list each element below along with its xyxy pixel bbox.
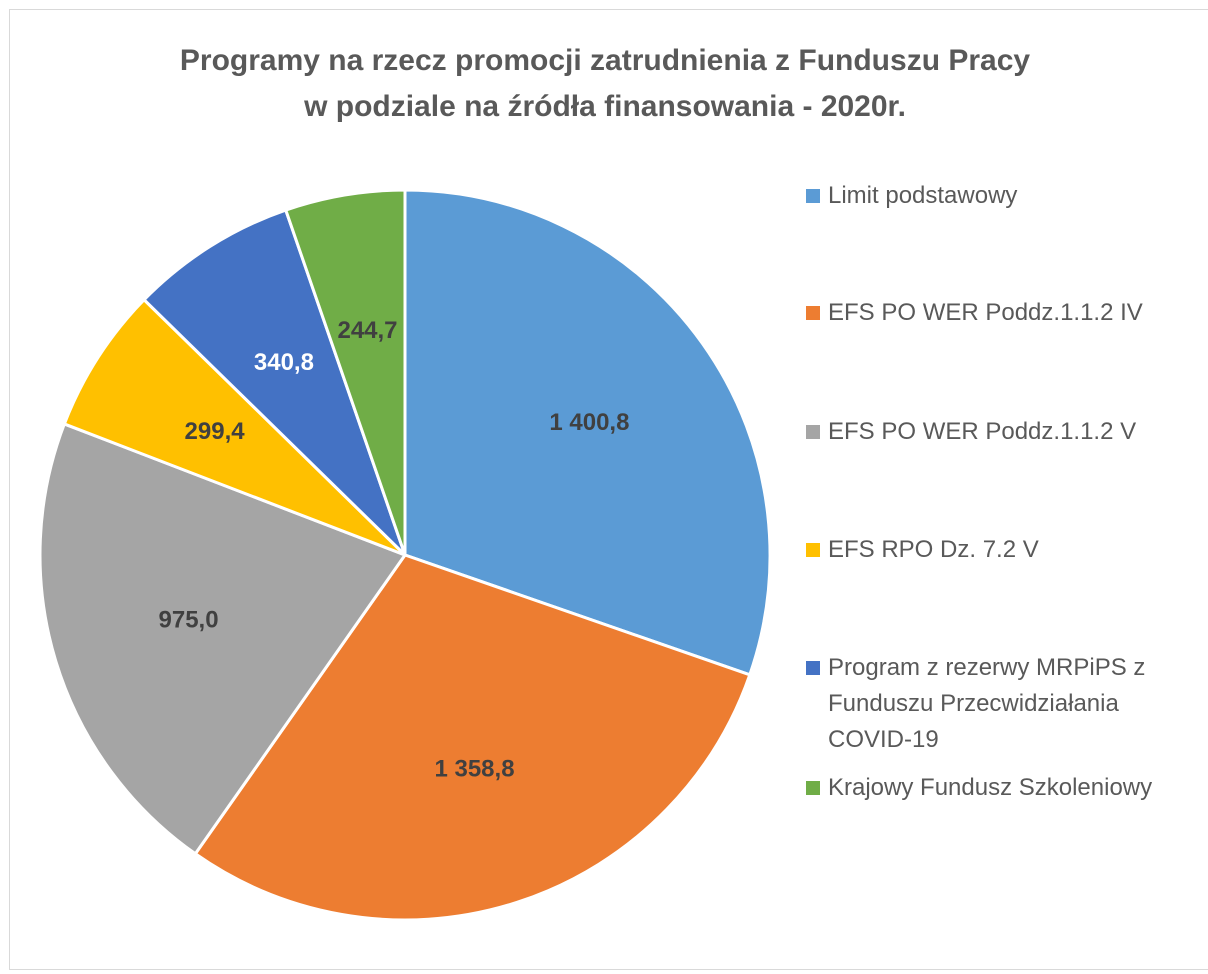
legend-label: Krajowy Fundusz Szkoleniowy (828, 774, 1153, 801)
legend-item: EFS PO WER Poddz.1.1.2 V (806, 414, 1206, 450)
pie-slice (141, 208, 407, 557)
pie-slice (62, 297, 407, 557)
legend-swatch (806, 543, 820, 557)
chart-title: w podziale na źródła finansowania - 2020… (303, 90, 906, 123)
legend-swatch (806, 306, 820, 320)
legend-label: Program z rezerwy MRPiPS z Funduszu Prze… (828, 654, 1146, 753)
legend-item: Limit podstawowy (806, 178, 1206, 214)
pie-slice (193, 553, 752, 922)
pie-slice (283, 188, 407, 556)
data-label: 1 358,8 (434, 756, 514, 783)
legend-label: EFS PO WER Poddz.1.1.2 IV (828, 299, 1143, 326)
data-label: 975,0 (159, 606, 219, 633)
chart-title: Programy na rzecz promocji zatrudnienia … (180, 44, 1031, 77)
legend-swatch (806, 781, 820, 795)
legend-swatch (806, 661, 820, 675)
legend-label: Limit podstawowy (828, 182, 1018, 209)
legend-label: EFS RPO Dz. 7.2 V (828, 536, 1039, 563)
legend-swatch (806, 189, 820, 203)
data-label: 299,4 (185, 418, 246, 445)
legend-item: Program z rezerwy MRPiPS z Funduszu Prze… (806, 650, 1206, 758)
legend-item: Krajowy Fundusz Szkoleniowy (806, 770, 1206, 806)
legend-item: EFS RPO Dz. 7.2 V (806, 532, 1206, 568)
legend-label: EFS PO WER Poddz.1.1.2 V (828, 418, 1137, 445)
frame (9, 9, 1208, 970)
pie-slice (403, 188, 772, 677)
legend-swatch (806, 425, 820, 439)
legend-item: EFS PO WER Poddz.1.1.2 IV (806, 295, 1206, 331)
data-label: 340,8 (254, 349, 314, 376)
pie-slice (38, 422, 408, 856)
data-label: 1 400,8 (549, 409, 629, 436)
data-label: 244,7 (337, 317, 397, 344)
